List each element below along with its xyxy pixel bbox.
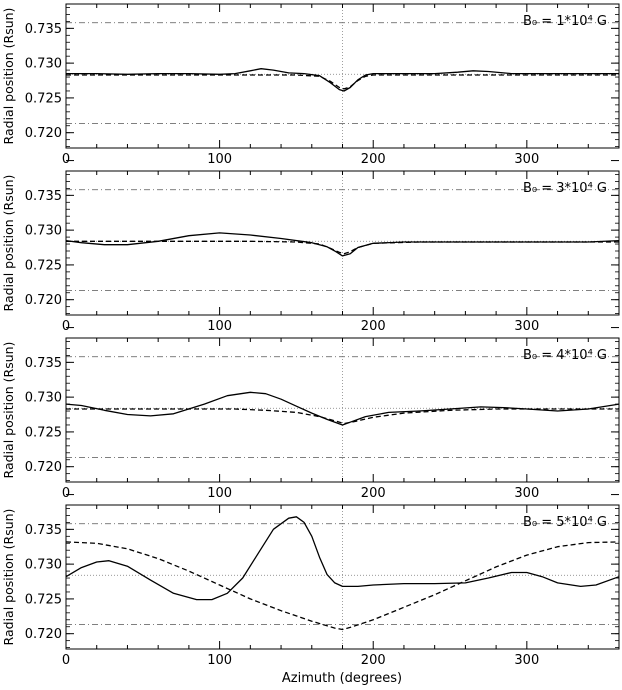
series-solid-line [65,391,620,426]
panel-annotation: B₀ = 4*10⁴ G [523,348,607,363]
y-axis-label: Radial position (Rsun) [1,342,16,479]
y-tick-label: 0.730 [25,391,62,406]
y-tick-label: 0.735 [25,22,62,37]
panels: 0 100 200 300 0.720 0.725 0.730 0.735 Radial pos… [1,3,620,668]
panel-annotation: B₀ = 5*10⁴ G [523,515,607,530]
x-tick-label: 0 [62,152,70,167]
x-tick-label: 200 [361,152,386,167]
y-tick-label: 0.730 [25,224,62,239]
y-tick-label: 0.725 [25,258,62,273]
y-tick-label: 0.725 [25,592,62,607]
series-solid-line [66,68,619,92]
x-tick-label: 0 [62,319,70,334]
y-tick-label: 0.730 [25,558,62,573]
panel-3: 0 100 200 300 0.720 0.725 0.730 0.735 Radial pos… [1,327,620,501]
y-tick-label: 0.730 [25,57,62,72]
x-tick-label: 100 [207,653,232,668]
panel-annotation: B₀ = 3*10⁴ G [523,181,607,196]
x-tick-label: 200 [361,653,386,668]
series-solid-line [65,232,620,257]
y-tick-label: 0.720 [25,126,62,141]
series-dashed-line [66,408,619,425]
x-tick-label: 0 [62,653,70,668]
y-tick-label: 0.725 [25,91,62,106]
y-axis-label: Radial position (Rsun) [1,8,16,145]
panel-2: 0 100 200 300 0.720 0.725 0.730 0.735 Radial pos… [1,160,620,334]
y-axis-label: Radial position (Rsun) [1,175,16,312]
panel-4: 0 100 200 300 0.720 0.725 0.730 0.735 Radial pos… [1,494,620,668]
panel-1: 0 100 200 300 0.720 0.725 0.730 0.735 Radial pos… [1,3,620,167]
x-tick-label: 100 [207,319,232,334]
series-dashed-line [65,541,620,631]
x-tick-label: 300 [514,653,539,668]
y-tick-label: 0.720 [25,293,62,308]
x-tick-label: 100 [207,152,232,167]
y-tick-label: 0.725 [25,425,62,440]
x-tick-label: 200 [361,486,386,501]
x-axis-label: Azimuth (degrees) [282,671,402,686]
x-tick-label: 0 [62,486,70,501]
panel-annotation: B₀ = 1*10⁴ G [523,14,607,29]
series-dashed-line [66,240,619,255]
x-tick-label: 300 [514,486,539,501]
y-tick-label: 0.720 [25,627,62,642]
y-tick-label: 0.735 [25,189,62,204]
x-tick-label: 300 [514,152,539,167]
y-tick-label: 0.735 [25,356,62,371]
y-tick-label: 0.720 [25,460,62,475]
x-tick-label: 200 [361,319,386,334]
y-tick-label: 0.735 [25,523,62,538]
y-axis-label: Radial position (Rsun) [1,509,16,646]
series-solid-line [65,516,620,601]
x-tick-label: 300 [514,319,539,334]
series-dashed-line [66,74,619,90]
x-tick-label: 100 [207,486,232,501]
